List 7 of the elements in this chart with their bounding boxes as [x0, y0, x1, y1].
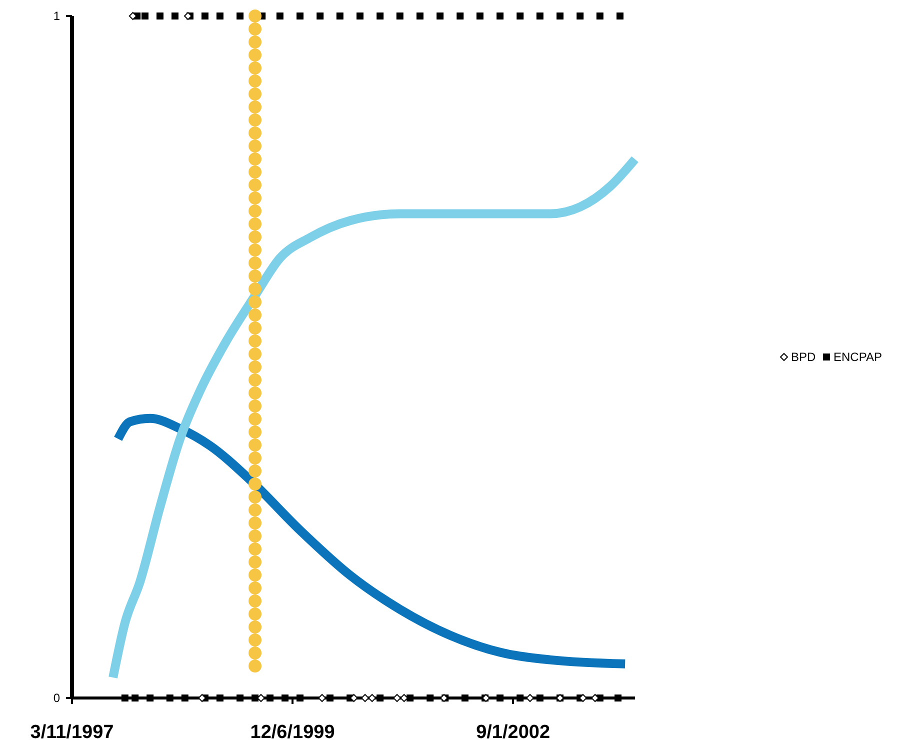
legend-label: ENCPAP: [834, 350, 882, 364]
y-tick-label: 0: [53, 691, 60, 706]
x-tick-label: 9/1/2002: [476, 722, 550, 743]
x-tick-label: 12/6/1999: [250, 722, 335, 743]
y-tick-label: 1: [53, 9, 60, 24]
x-tick-label: 3/11/1997: [30, 722, 114, 743]
legend-label: BPD: [791, 350, 816, 364]
